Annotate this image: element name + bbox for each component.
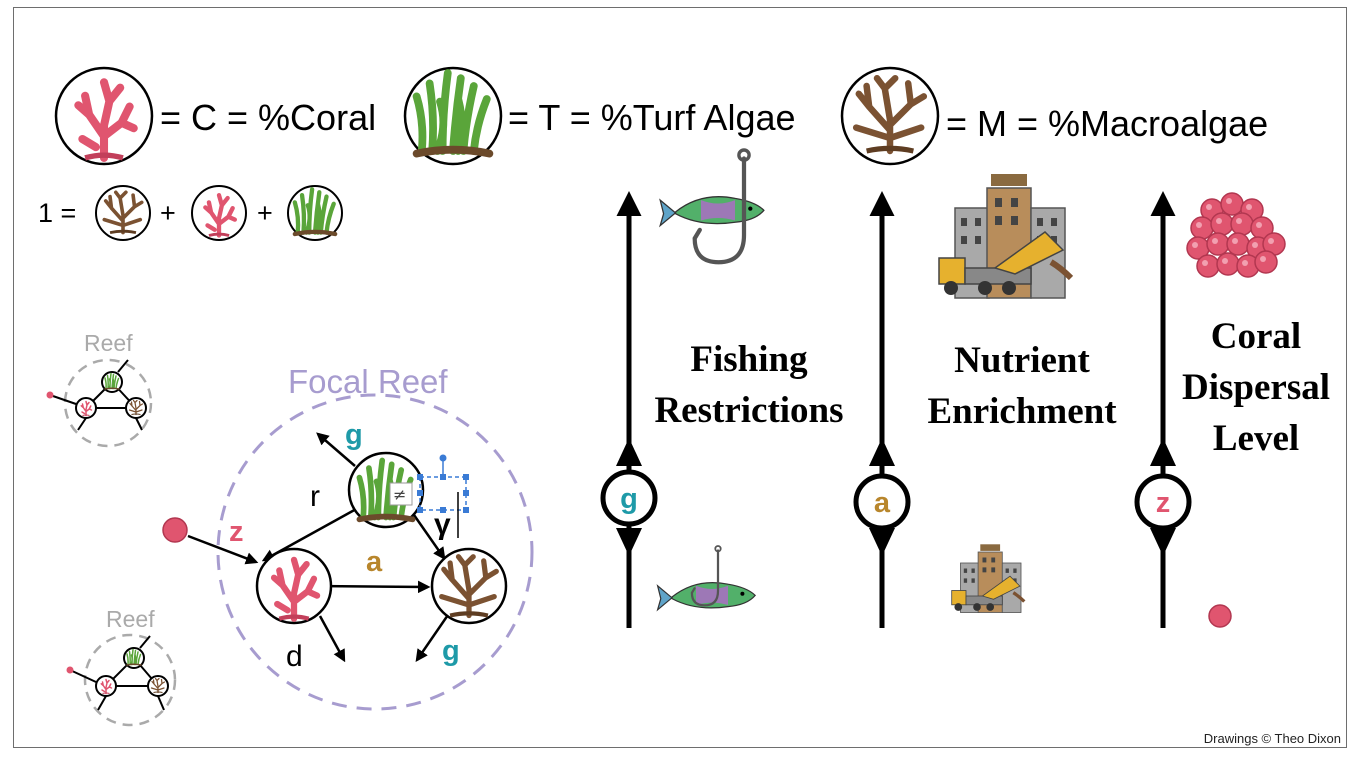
nutrient-param-circle [853, 473, 911, 531]
nutrient-axis: a Nutrient Enrichment [853, 174, 1117, 628]
reef-bottom: Reef [66, 606, 177, 727]
rotate-handle[interactable] [439, 454, 447, 462]
reef-top-label: Reef [84, 330, 133, 356]
legend-macro-label: = M = %Macroalgae [946, 103, 1268, 144]
coral-to-macro-edge [313, 580, 431, 594]
coral-death-edge [318, 615, 346, 663]
nutrient-label-2: Enrichment [927, 391, 1117, 432]
legend-turf-label: = T = %Turf Algae [508, 97, 796, 138]
g-top-label: g [345, 419, 363, 451]
dispersal-label-1: Coral [1211, 316, 1301, 357]
reef-top: Reef [46, 330, 153, 448]
legend-coral-label: = C = %Coral [160, 97, 376, 138]
dispersal-in-edge [187, 534, 259, 565]
single-larva-icon [1208, 604, 1232, 628]
focal-reef-boundary [216, 393, 534, 711]
equation-plus-2: + [257, 198, 273, 228]
selection-handles[interactable] [417, 474, 469, 513]
text-selection-box[interactable] [419, 476, 467, 511]
dispersal-label-3: Level [1213, 418, 1299, 459]
turf-to-macro-edge [412, 514, 446, 561]
a-label: a [366, 546, 383, 578]
sum-equation: 1 = + + [38, 185, 343, 241]
focal-reef-label: Focal Reef [288, 363, 448, 400]
larvae-cluster-icon [1186, 192, 1286, 278]
dispersal-param: z [1156, 487, 1171, 519]
reef-bottom-label: Reef [106, 606, 155, 632]
turf-grazing-out-edge [316, 432, 356, 467]
nutrient-label-1: Nutrient [954, 340, 1090, 381]
focal-reef: Focal Reef ≠ g r γ z a [162, 363, 534, 711]
reef-bottom-boundary [83, 633, 177, 727]
dispersal-label-2: Dispersal [1182, 367, 1330, 408]
fish-high-icon [659, 196, 765, 227]
z-label: z [229, 516, 244, 548]
gamma-label: γ [434, 508, 451, 541]
fishing-label-2: Restrictions [654, 390, 843, 431]
fishing-param-circle [600, 469, 658, 527]
legend-macro: = M = %Macroalgae [840, 66, 1268, 166]
g-bottom-label: g [442, 635, 460, 667]
d-label: d [286, 640, 303, 673]
credit: Drawings © Theo Dixon [1204, 731, 1341, 746]
fishing-axis: g Fishing Restrictions [600, 150, 844, 628]
macro-grazing-out-edge [415, 611, 452, 663]
nutrient-param: a [874, 487, 891, 519]
hotel-truck-large-icon [939, 174, 1071, 298]
fishing-label-1: Fishing [690, 339, 808, 380]
legend-coral: = C = %Coral [54, 66, 376, 166]
hotel-truck-small-icon [950, 542, 1026, 615]
equation-lhs: 1 = [38, 198, 76, 228]
edit-widget-icon[interactable] [389, 482, 413, 506]
fishing-param: g [620, 483, 638, 515]
dispersal-param-circle [1134, 473, 1192, 531]
coral-larva-icon [162, 517, 188, 543]
equation-plus: + [160, 198, 176, 228]
slide-frame [13, 7, 1347, 748]
dispersal-axis: z Coral Dispersal Level [1134, 191, 1330, 628]
reef-top-boundary [63, 358, 153, 448]
r-label: r [310, 480, 320, 513]
edit-widget-glyph: ≠ [393, 485, 406, 504]
legend-turf: = T = %Turf Algae [403, 66, 796, 166]
